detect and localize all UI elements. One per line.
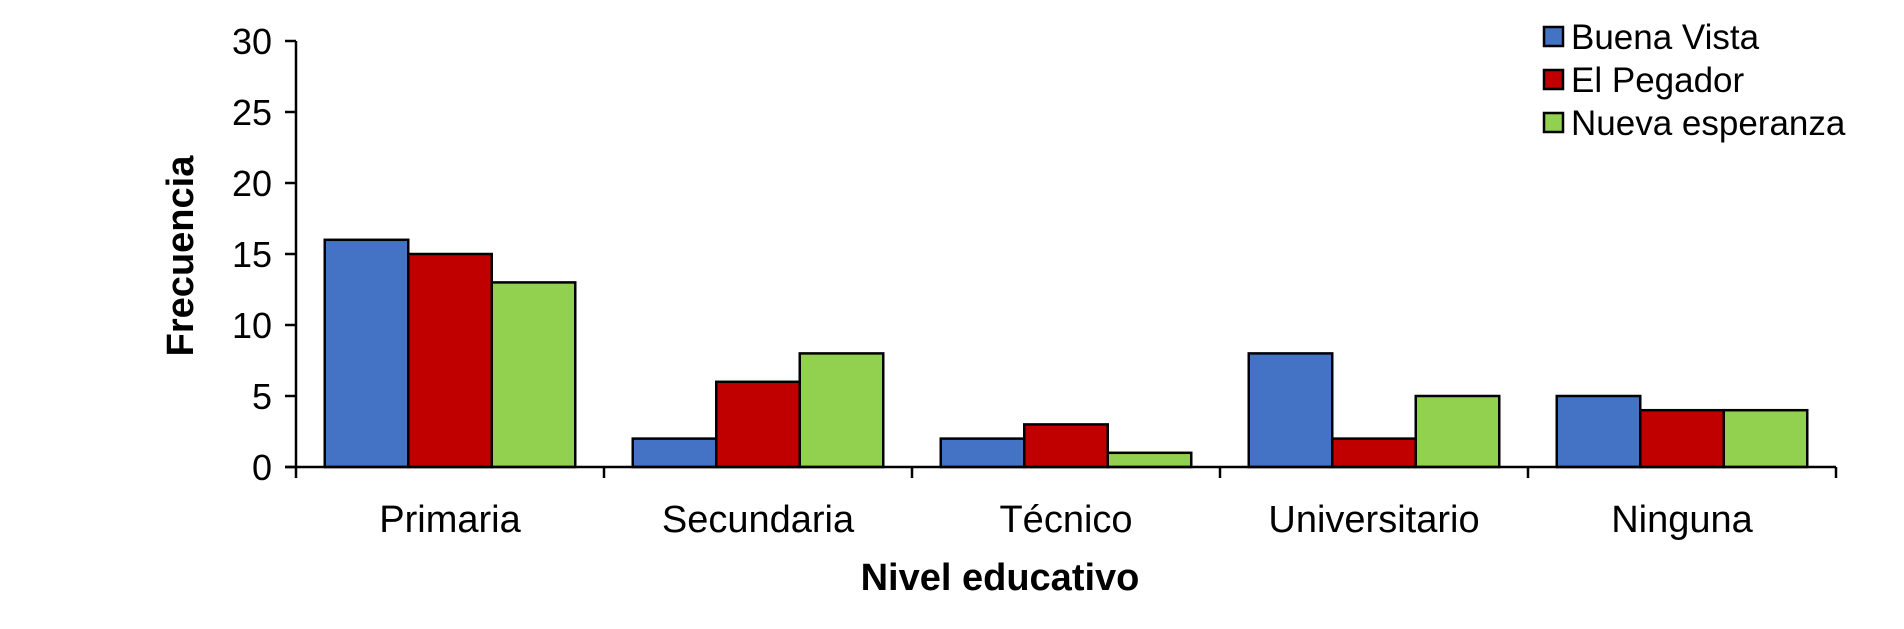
axes-group [285, 41, 1838, 478]
legend-swatch-icon [1542, 25, 1565, 48]
bar-el-pegador-técnico [1023, 423, 1109, 469]
bar-buena-vista-primaria [323, 238, 410, 469]
bar-buena-vista-secundaria [631, 437, 718, 469]
legend-label: El Pegador [1571, 61, 1745, 100]
legend-swatch-icon [1542, 68, 1565, 91]
bar-el-pegador-ninguna [1639, 408, 1725, 469]
x-category-label: Secundaria [662, 499, 855, 541]
legend-swatch-icon [1542, 111, 1565, 134]
bar-buena-vista-técnico [939, 437, 1026, 469]
x-category-label: Primaria [379, 499, 521, 541]
bar-el-pegador-primaria [407, 252, 493, 469]
legend-item-nueva-esperanza: Nueva esperanza [1542, 104, 1846, 143]
bar-nueva-esperanza-técnico [1106, 451, 1193, 469]
legend-label: Buena Vista [1571, 18, 1760, 57]
y-tick-label: 0 [252, 447, 272, 488]
y-tick-label: 20 [232, 163, 272, 204]
bar-nueva-esperanza-primaria [490, 281, 577, 469]
x-category-label: Ninguna [1611, 499, 1753, 541]
bar-el-pegador-secundaria [715, 380, 801, 469]
x-axis-categories: Primaria Secundaria Técnico Universitario Ni… [379, 499, 1753, 541]
bar-el-pegador-universitario [1331, 437, 1417, 469]
y-tick-label: 10 [232, 305, 272, 346]
y-tick-label: 5 [252, 376, 272, 417]
y-tick-label: 30 [232, 21, 272, 62]
x-category-label: Técnico [999, 499, 1132, 541]
bar-buena-vista-ninguna [1555, 394, 1642, 469]
x-axis-title: Nivel educativo [861, 557, 1140, 599]
y-tick-label: 25 [232, 92, 272, 133]
y-axis-ticks: 0 5 10 15 20 25 30 [232, 21, 296, 488]
x-category-label: Universitario [1268, 499, 1479, 541]
legend: Buena Vista El Pegador Nueva esperanza [1542, 18, 1846, 143]
bar-nueva-esperanza-universitario [1414, 394, 1501, 469]
bar-nueva-esperanza-ninguna [1722, 408, 1809, 469]
legend-item-el-pegador: El Pegador [1542, 61, 1745, 100]
bar-buena-vista-universitario [1247, 352, 1334, 469]
y-tick-label: 15 [232, 234, 272, 275]
legend-item-buena-vista: Buena Vista [1542, 18, 1760, 57]
bars-group [323, 238, 1809, 469]
legend-label: Nueva esperanza [1571, 104, 1846, 143]
bar-nueva-esperanza-secundaria [798, 352, 885, 469]
y-axis-title: Frecuencia [160, 155, 202, 357]
